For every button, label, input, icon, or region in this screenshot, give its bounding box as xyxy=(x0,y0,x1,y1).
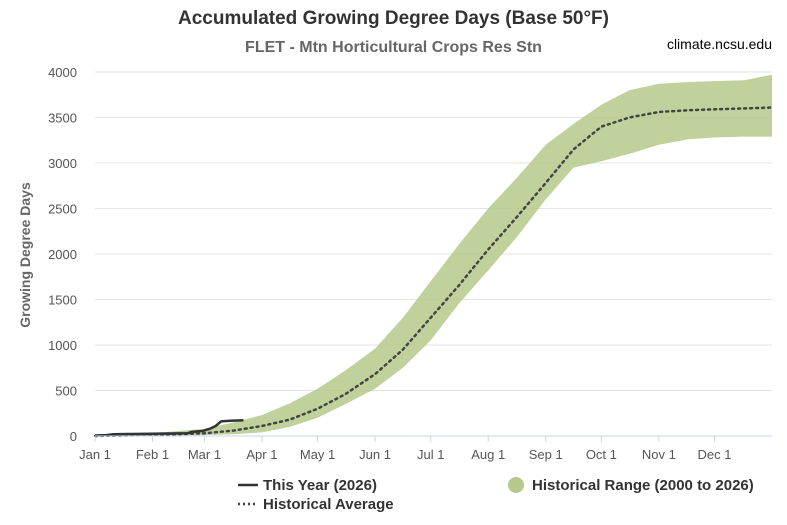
y-tick-label: 4000 xyxy=(48,65,77,80)
x-tick-label: Jan 1 xyxy=(79,447,111,462)
legend: This Year (2026) Historical Average Hist… xyxy=(238,477,754,513)
x-tick-label: Mar 1 xyxy=(188,447,221,462)
axis-layer: 0 500 1000 1500 2000 2500 3000 3500 4000 Jan 1 Feb… xyxy=(48,65,772,462)
credit-text: climate.ncsu.edu xyxy=(666,36,772,52)
x-tick-label: Nov 1 xyxy=(642,447,676,462)
y-tick-label: 3500 xyxy=(48,111,77,126)
legend-swatch-historical-range xyxy=(508,477,524,493)
x-tick-label: Jul 1 xyxy=(417,447,444,462)
x-tick-label: Aug 1 xyxy=(471,447,505,462)
x-tick-label: May 1 xyxy=(300,447,335,462)
legend-label-historical-range[interactable]: Historical Range (2000 to 2026) xyxy=(532,477,754,494)
y-axis-label: Growing Degree Days xyxy=(17,182,33,328)
series-line-historical-average xyxy=(93,106,774,438)
y-tick-label: 2000 xyxy=(48,247,77,262)
x-tick-label: Feb 1 xyxy=(136,447,169,462)
series-line-this-year xyxy=(94,419,244,437)
y-tick-label: 3000 xyxy=(48,156,77,171)
x-tick-label: Oct 1 xyxy=(586,447,617,462)
x-tick-label: Jun 1 xyxy=(359,447,391,462)
x-tick-label: Sep 1 xyxy=(529,447,563,462)
x-tick-label: Apr 1 xyxy=(246,447,277,462)
y-tick-label: 1000 xyxy=(48,338,77,353)
y-tick-label: 2500 xyxy=(48,202,77,217)
y-tick-label: 1500 xyxy=(48,293,77,308)
y-tick-label: 500 xyxy=(55,384,77,399)
chart-title: Accumulated Growing Degree Days (Base 50… xyxy=(177,8,609,29)
y-tick-label: 0 xyxy=(70,429,77,444)
line-layer xyxy=(93,106,774,438)
legend-label-historical-average[interactable]: Historical Average xyxy=(263,496,394,513)
legend-label-this-year[interactable]: This Year (2026) xyxy=(263,477,377,494)
range-layer xyxy=(95,74,772,436)
x-tick-label: Dec 1 xyxy=(698,447,732,462)
chart-subtitle: FLET - Mtn Horticultural Crops Res Stn xyxy=(245,39,542,56)
historical-range-band xyxy=(95,74,772,436)
